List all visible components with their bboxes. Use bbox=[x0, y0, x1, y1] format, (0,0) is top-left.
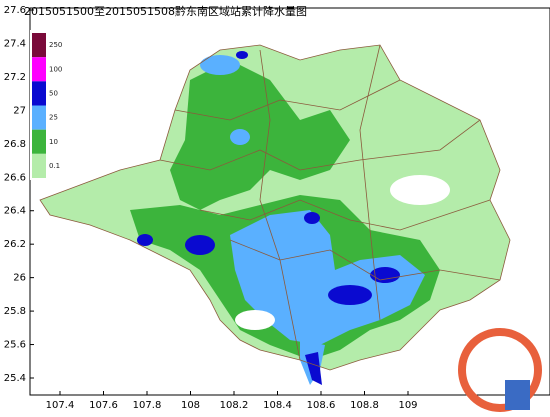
legend-swatch bbox=[32, 153, 46, 178]
legend-label: 10 bbox=[49, 138, 58, 146]
legend-swatch bbox=[32, 81, 46, 106]
logo bbox=[458, 328, 542, 412]
lat-tick-label: 25.8 bbox=[4, 306, 26, 317]
legend-label: 100 bbox=[49, 65, 62, 73]
lon-tick-label: 108.2 bbox=[220, 400, 249, 411]
lat-tick-label: 26.6 bbox=[4, 172, 26, 183]
lon-tick-label: 107.4 bbox=[46, 400, 75, 411]
lat-tick-label: 25.6 bbox=[4, 340, 26, 351]
lat-tick-label: 27.2 bbox=[4, 72, 26, 83]
legend-label: 25 bbox=[49, 114, 58, 122]
lon-tick-label: 109 bbox=[398, 400, 417, 411]
axis-ticks: 27.6 27.4 27.2 27 26.8 26.6 26.4 26.2 26 25.8 25.6… bbox=[4, 5, 418, 411]
lon-tick-label: 108.8 bbox=[350, 400, 379, 411]
lat-tick-label: 26.2 bbox=[4, 239, 26, 250]
legend-swatch bbox=[32, 57, 46, 82]
lat-tick-label: 26.4 bbox=[4, 206, 26, 217]
lat-tick-label: 27 bbox=[13, 105, 26, 116]
precip-shading bbox=[40, 45, 510, 385]
lon-tick-label: 108.4 bbox=[263, 400, 292, 411]
lon-tick-label: 107.6 bbox=[89, 400, 118, 411]
county-borders bbox=[39, 44, 511, 371]
legend-label: 50 bbox=[49, 89, 58, 97]
lat-tick-label: 26.8 bbox=[4, 139, 26, 150]
legend-swatch bbox=[32, 105, 46, 130]
lat-tick-label: 27.6 bbox=[4, 5, 26, 16]
legend: 250 100 50 25 10 0.1 bbox=[32, 33, 62, 178]
lon-tick-label: 108.6 bbox=[307, 400, 336, 411]
lat-tick-label: 26 bbox=[13, 273, 26, 284]
lat-tick-label: 27.4 bbox=[4, 38, 26, 49]
lon-tick-label: 108 bbox=[181, 400, 200, 411]
map-title: 2015051500至2015051508黔东南区域站累计降水量图 bbox=[24, 4, 307, 18]
legend-label: 250 bbox=[49, 41, 62, 49]
legend-swatch bbox=[32, 33, 46, 58]
legend-swatch bbox=[32, 129, 46, 154]
legend-label: 0.1 bbox=[49, 162, 60, 170]
lon-tick-label: 107.8 bbox=[133, 400, 162, 411]
lat-tick-label: 25.4 bbox=[4, 373, 26, 384]
